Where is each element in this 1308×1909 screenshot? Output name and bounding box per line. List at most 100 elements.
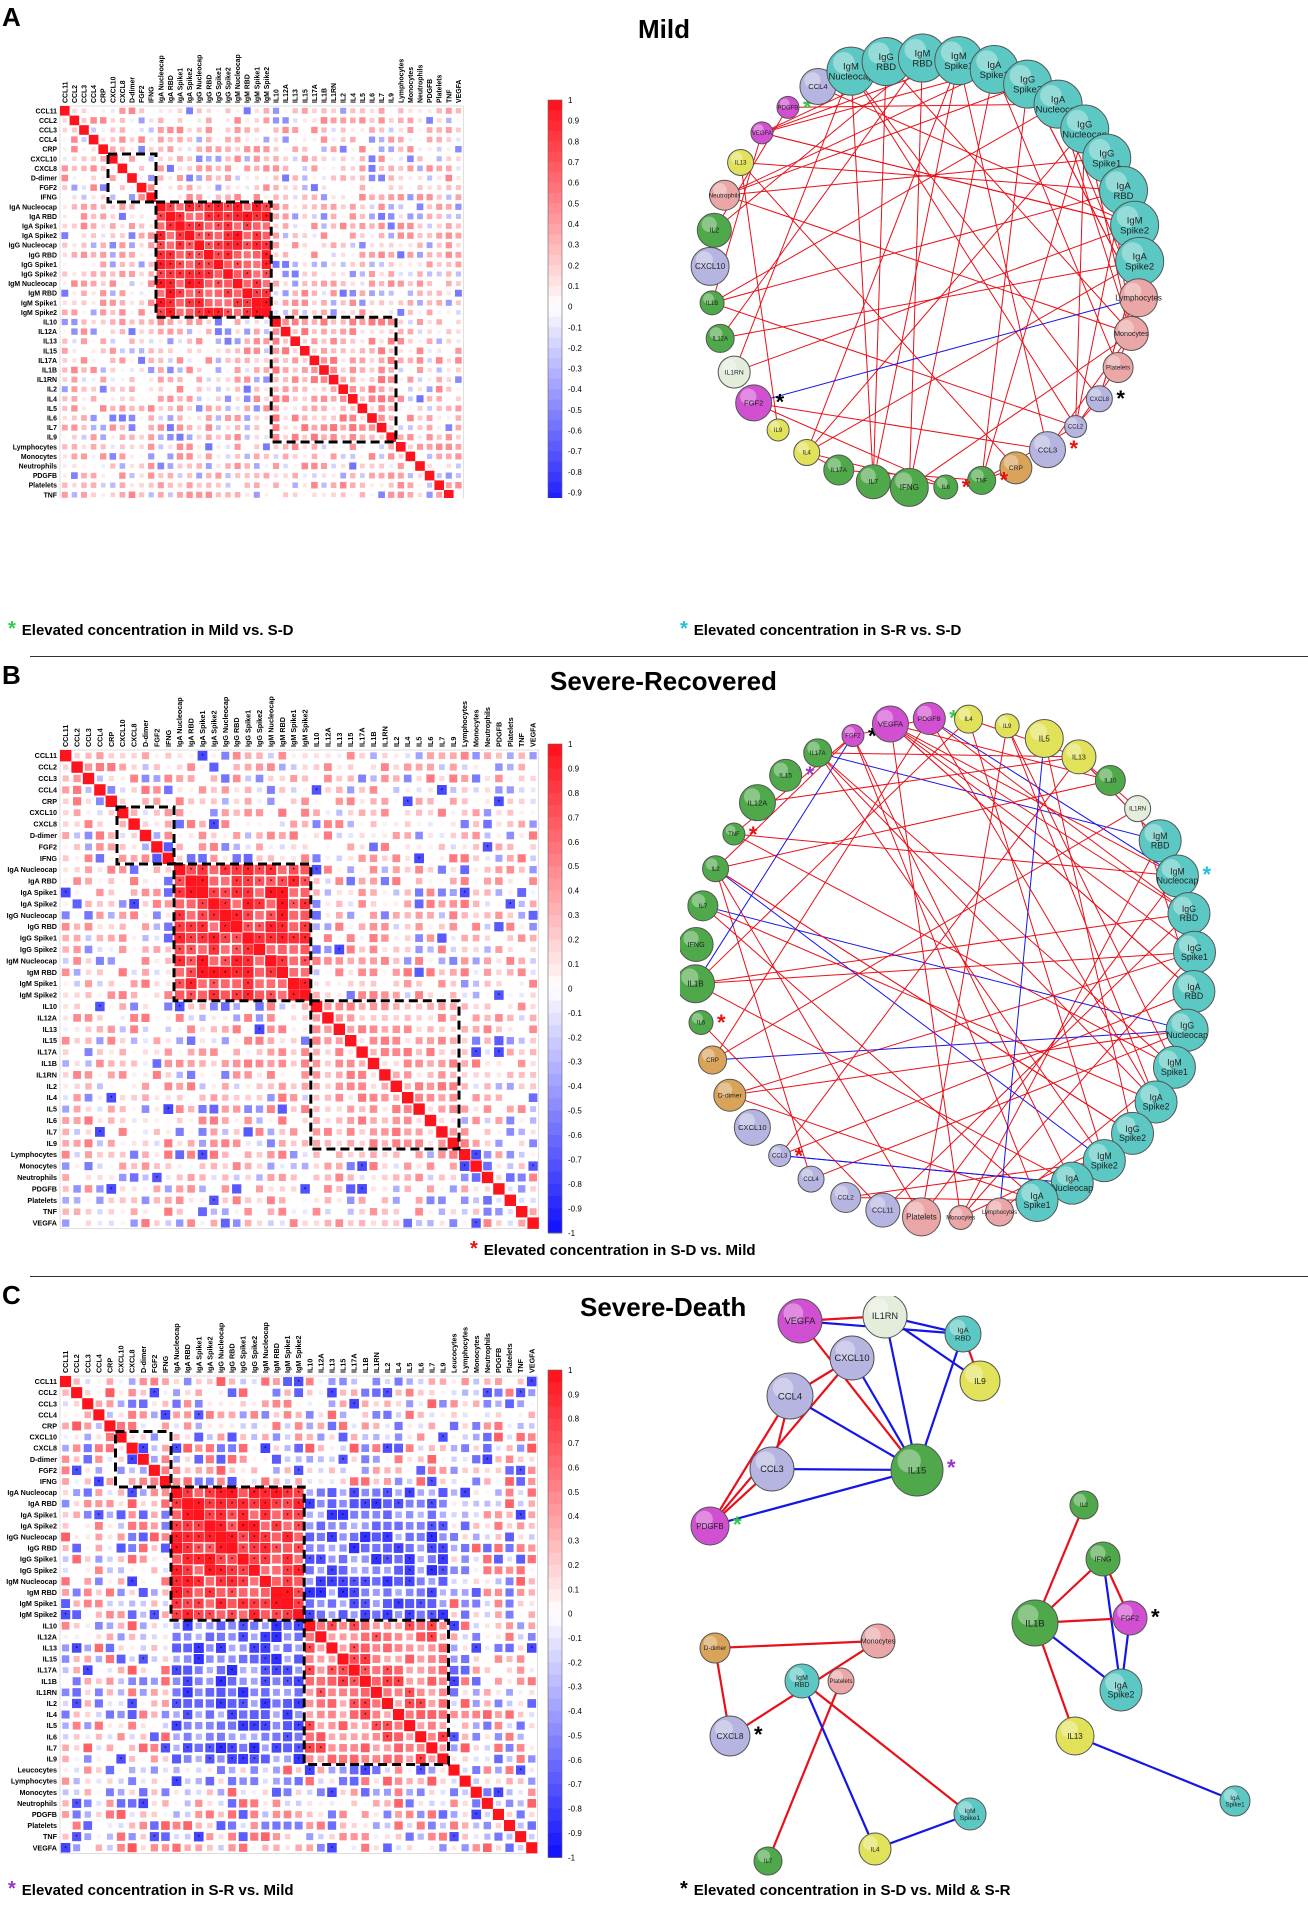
heatmap-cell [494, 1378, 502, 1386]
heatmap-cell [404, 1083, 411, 1090]
significance-mark: * [246, 301, 249, 307]
heatmap-cell [445, 424, 453, 431]
heatmap-cell [143, 1072, 148, 1078]
heatmap-cell [84, 854, 93, 863]
heatmap-cell [455, 251, 462, 258]
colorbar-segment [548, 306, 562, 318]
heatmap-cell [206, 348, 211, 353]
heatmap-cell [416, 787, 422, 793]
colorbar-tick: 0.1 [568, 960, 580, 969]
heatmap-cell [176, 251, 184, 259]
heatmap-cell [187, 775, 195, 782]
heatmap-row-label: IgA RBD [29, 214, 57, 221]
heatmap-cell [291, 270, 299, 278]
heatmap-cell [240, 1400, 246, 1407]
heatmap-cell [129, 377, 135, 383]
heatmap-cell [301, 367, 308, 373]
heatmap-cell [255, 763, 264, 771]
node-highlight [738, 1112, 756, 1130]
heatmap-cell [186, 184, 193, 191]
heatmap-cell [346, 1128, 355, 1136]
heatmap-cell [173, 1411, 180, 1419]
heatmap-cell [416, 1465, 426, 1475]
heatmap-cell [63, 1004, 69, 1009]
heatmap-cell [473, 1083, 479, 1089]
heatmap-cell [473, 1106, 479, 1112]
heatmap-cell [233, 1048, 241, 1056]
heatmap-cell [311, 156, 318, 162]
heatmap-cell [398, 108, 404, 114]
heatmap-cell [359, 786, 366, 793]
heatmap-cell [73, 1197, 81, 1204]
heatmap-cell [331, 127, 336, 133]
node-label: IgA [1066, 1174, 1079, 1184]
heatmap-col-label: D-dimer [141, 720, 150, 747]
network-edge [921, 875, 1178, 1218]
heatmap-cell [495, 1026, 502, 1033]
heatmap-cell [351, 1456, 357, 1462]
heatmap-cell [97, 1163, 103, 1169]
heatmap-cell [404, 923, 411, 930]
heatmap-cell [105, 1444, 115, 1453]
heatmap-cell [262, 222, 271, 230]
heatmap-cell [245, 492, 250, 497]
heatmap-cell [427, 348, 432, 353]
network-edge [715, 868, 1133, 1134]
heatmap-cell [72, 233, 77, 238]
heatmap-cell [147, 184, 155, 191]
heatmap-cell [439, 1117, 445, 1124]
network-node: IL13 [727, 148, 755, 176]
heatmap-cell [495, 1456, 502, 1463]
heatmap-cell [221, 1117, 229, 1124]
heatmap-cell [449, 1059, 458, 1068]
heatmap-cell [349, 328, 357, 335]
heatmap-cell [273, 1378, 280, 1385]
heatmap-cell [369, 367, 375, 373]
heatmap-col-label: CXCL10 [118, 719, 127, 747]
heatmap-cell [149, 252, 154, 257]
heatmap-cell [507, 1026, 513, 1032]
node-highlight [769, 421, 780, 432]
heatmap-row-label: FGF2 [39, 185, 57, 192]
heatmap-col-label: CXCL10 [110, 76, 117, 103]
heatmap-cell [120, 1186, 126, 1192]
heatmap-cell [198, 1048, 207, 1056]
heatmap-cell [416, 775, 422, 782]
heatmap-cell [311, 453, 318, 460]
heatmap-cell [205, 155, 212, 162]
colorbar-segment [548, 172, 562, 184]
heatmap-cell [216, 1377, 226, 1386]
heatmap-cell [317, 1433, 325, 1441]
heatmap-cell [436, 367, 442, 373]
heatmap-cell [427, 233, 433, 239]
node-circle [1134, 1080, 1178, 1124]
heatmap-cell [119, 482, 126, 489]
significance-mark: * [236, 263, 239, 269]
node-highlight [876, 709, 894, 726]
heatmap-cell [312, 899, 321, 908]
significance-mark: * [133, 902, 136, 908]
significance-mark: * [201, 937, 204, 943]
network-edge [724, 194, 1132, 334]
heatmap-cell [302, 775, 309, 782]
heatmap-cell [85, 1208, 92, 1215]
heatmap-cell [94, 784, 106, 796]
heatmap-cell [333, 1023, 345, 1035]
heatmap-cell [301, 462, 309, 470]
heatmap-cell [378, 386, 385, 393]
heatmap-cell [369, 377, 375, 383]
heatmap-cell [417, 262, 423, 267]
heatmap-cell [109, 1084, 114, 1089]
heatmap-cell [223, 231, 233, 241]
heatmap-cell [166, 269, 175, 279]
heatmap-cell [199, 1139, 206, 1147]
heatmap-cell [100, 194, 106, 200]
heatmap-cell [61, 318, 68, 326]
heatmap-cell [82, 262, 86, 267]
heatmap-cell [165, 221, 175, 231]
heatmap-cell [331, 137, 336, 142]
heatmap-cell [140, 1423, 146, 1429]
heatmap-cell [278, 1059, 287, 1068]
heatmap-cell [100, 453, 107, 460]
colorbar-segment [548, 141, 562, 153]
